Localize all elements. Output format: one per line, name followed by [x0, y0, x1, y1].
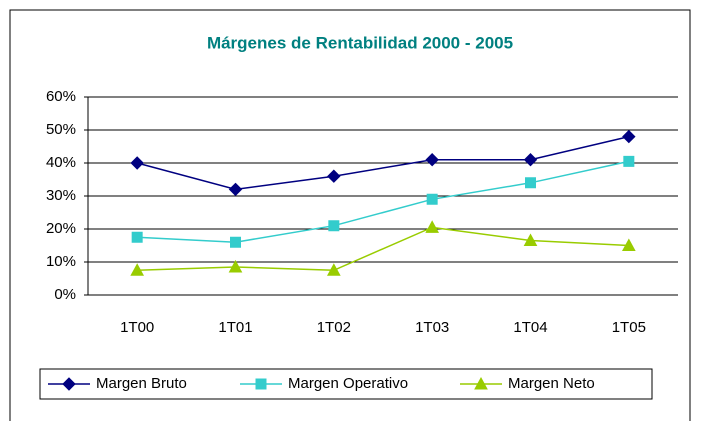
- marker: [523, 152, 538, 167]
- chart-title: Márgenes de Rentabilidad 2000 - 2005: [207, 33, 513, 52]
- x-tick-label: 1T00: [120, 319, 154, 336]
- x-tick-label: 1T02: [317, 319, 351, 336]
- x-tick-label: 1T04: [513, 319, 547, 336]
- x-tick-label: 1T01: [218, 319, 252, 336]
- legend-marker: [474, 376, 488, 390]
- legend-label: Margen Bruto: [96, 375, 187, 392]
- legend-label: Margen Neto: [508, 375, 595, 392]
- marker: [327, 169, 341, 183]
- series-line: [137, 160, 629, 243]
- y-tick-label: 40%: [46, 154, 76, 171]
- x-tick-label: 1T05: [612, 319, 646, 336]
- marker: [230, 236, 241, 248]
- marker: [623, 155, 635, 167]
- marker: [426, 193, 438, 205]
- legend-label: Margen Operativo: [288, 375, 408, 392]
- chart-frame: [9, 9, 691, 421]
- y-tick-label: 30%: [46, 187, 76, 204]
- series-line: [136, 135, 630, 191]
- y-tick-label: 60%: [46, 88, 76, 105]
- marker: [523, 233, 538, 247]
- legend: [39, 368, 653, 400]
- marker: [425, 220, 440, 233]
- marker: [130, 263, 145, 276]
- marker: [228, 259, 243, 273]
- marker: [131, 231, 143, 243]
- legend-marker: [255, 378, 267, 390]
- marker: [130, 156, 144, 170]
- y-tick-label: 10%: [46, 253, 76, 270]
- series-line: [137, 226, 629, 272]
- y-tick-label: 20%: [46, 220, 76, 237]
- marker: [621, 238, 636, 251]
- legend-marker: [62, 377, 76, 391]
- marker: [328, 220, 340, 232]
- y-tick-label: 50%: [46, 121, 76, 138]
- marker: [622, 129, 636, 144]
- marker: [228, 182, 243, 197]
- marker: [425, 152, 439, 167]
- marker: [525, 177, 536, 189]
- x-tick-label: 1T03: [415, 319, 449, 336]
- y-tick-label: 0%: [54, 286, 76, 303]
- marker: [326, 263, 341, 276]
